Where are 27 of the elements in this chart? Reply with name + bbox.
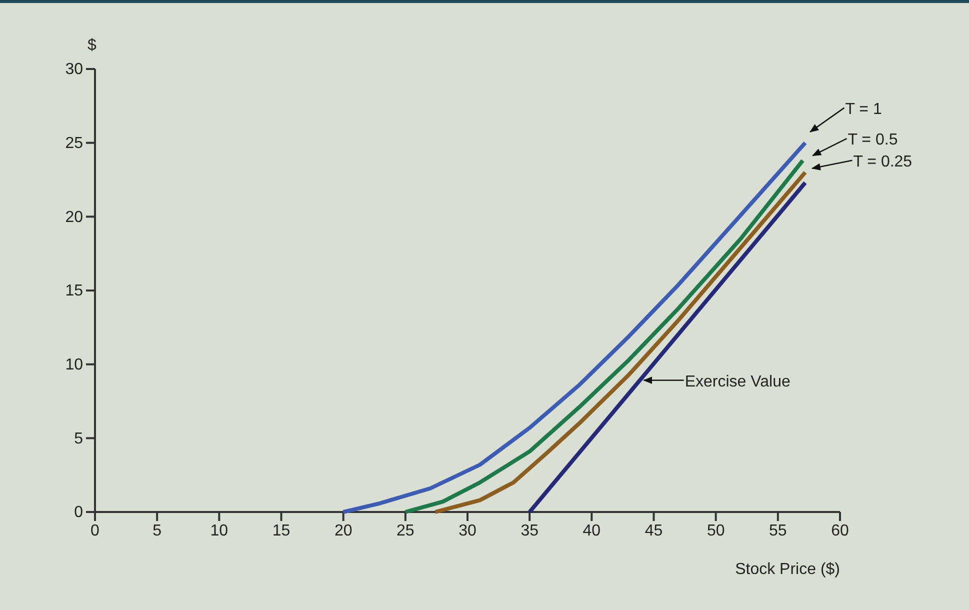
text: T = 0.5 — [848, 132, 898, 149]
y-tick-label: 10 — [65, 356, 84, 374]
text: T = 1 — [845, 100, 882, 118]
x-tick-label: 25 — [396, 522, 414, 540]
x-tick-label: 10 — [210, 522, 228, 540]
x-tick-label: 5 — [152, 522, 162, 540]
x-tick-label: 35 — [520, 522, 539, 540]
text: T = 0.25 — [853, 153, 912, 170]
y-tick-label: 0 — [74, 504, 84, 522]
x-tick-label: 20 — [334, 522, 352, 540]
x-tick-label: 0 — [90, 522, 100, 540]
y-tick-label: 5 — [74, 430, 84, 448]
x-tick-label: 30 — [458, 522, 476, 540]
y-tick-label: 15 — [65, 282, 84, 300]
line-series — [341, 140, 808, 514]
y-axis-title: $ — [88, 37, 97, 54]
y-tick-label: 30 — [65, 61, 84, 78]
x-axis-title: Stock Price ($) — [735, 561, 840, 578]
x-tick-label: 40 — [582, 522, 601, 540]
y-tick-label: 25 — [65, 134, 84, 152]
series-label: Exercise Value — [684, 373, 790, 390]
x-tick-label: 50 — [706, 522, 725, 540]
x-tick-label: 60 — [831, 522, 849, 540]
x-tick-label: 15 — [272, 522, 290, 540]
x-tick-label: 55 — [769, 522, 787, 540]
y-tick-label: 20 — [65, 208, 84, 226]
x-tick-label: 45 — [644, 522, 663, 540]
